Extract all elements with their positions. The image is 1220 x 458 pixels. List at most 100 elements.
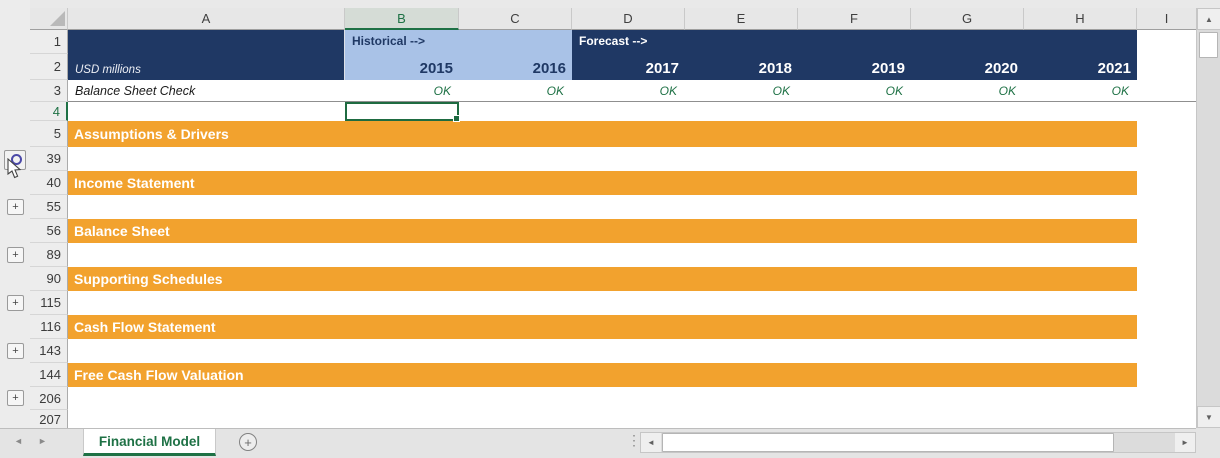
cell-I90[interactable] [1137,267,1196,291]
grid-row-55[interactable] [68,195,1196,219]
cell-year-2020[interactable]: 2020 [911,54,1024,80]
gutter-corner [0,8,30,30]
section-assumptions-drivers[interactable]: Assumptions & Drivers [68,121,1137,147]
cell-check-2021[interactable]: OK [1111,83,1129,98]
select-all-corner[interactable] [30,8,68,30]
cell-balance-check-label[interactable]: Balance Sheet Check [75,84,196,98]
grid-row-207[interactable] [68,410,1196,428]
row-header-116[interactable]: 116 [30,315,68,339]
row-header-56[interactable]: 56 [30,219,68,243]
scroll-down-button[interactable]: ▼ [1197,406,1220,428]
row-header-143[interactable]: 143 [30,339,68,363]
cell-check-2016[interactable]: OK [546,83,564,98]
cell-check-2017[interactable]: OK [659,83,677,98]
vertical-scrollbar[interactable]: ▲ ▼ [1196,8,1220,428]
cell-I2[interactable] [1137,54,1196,80]
cell-check-2018[interactable]: OK [772,83,790,98]
horizontal-scrollbar[interactable]: ◄ ► [640,432,1196,453]
expand-group-button-143[interactable]: + [7,343,24,359]
cell-units-label[interactable]: USD millions [68,54,345,80]
expand-group-button-89[interactable]: + [7,247,24,263]
row-header-206[interactable]: 206 [30,387,68,410]
cell-I1[interactable] [1137,30,1196,54]
column-header-H[interactable]: H [1024,8,1137,30]
tab-financial-model[interactable]: Financial Model [83,429,216,456]
row-header-1[interactable]: 1 [30,30,68,54]
cell-I40[interactable] [1137,171,1196,195]
row-header-207[interactable]: 207 [30,410,68,428]
grid-row-89[interactable] [68,243,1196,267]
column-header-C[interactable]: C [459,8,572,30]
expand-group-button-55[interactable]: + [7,199,24,215]
cell-check-2019[interactable]: OK [885,83,903,98]
section-balance-sheet[interactable]: Balance Sheet [68,219,1137,243]
grid-row-206[interactable] [68,387,1196,410]
section-income-statement[interactable]: Income Statement [68,171,1137,195]
column-header-A[interactable]: A [68,8,345,30]
grid-row-115[interactable] [68,291,1196,315]
grid-row-5: Assumptions & Drivers [68,121,1196,147]
cell-year-2018[interactable]: 2018 [685,54,798,80]
section-supporting-schedules[interactable]: Supporting Schedules [68,267,1137,291]
worksheet-grid: Historical --> Forecast --> USD millions… [68,30,1196,428]
column-header-D[interactable]: D [572,8,685,30]
cell-forecast-label[interactable]: Forecast --> [572,30,1137,54]
vertical-scrollbar-thumb[interactable] [1199,32,1218,58]
row-header-55[interactable]: 55 [30,195,68,219]
row-header-115[interactable]: 115 [30,291,68,315]
grid-row-116: Cash Flow Statement [68,315,1196,339]
row-header-column: 1 2 3 4 5 39 40 55 56 89 90 115 116 143 … [30,30,68,428]
select-all-icon [50,11,65,26]
row-header-2[interactable]: 2 [30,54,68,80]
cell-check-2020[interactable]: OK [998,83,1016,98]
section-cash-flow-statement[interactable]: Cash Flow Statement [68,315,1137,339]
click-indicator-icon [11,154,22,165]
grid-row-143[interactable] [68,339,1196,363]
cell-year-2015[interactable]: 2015 [345,54,459,80]
cell-I5[interactable] [1137,121,1196,147]
cell-year-2019[interactable]: 2019 [798,54,911,80]
cell-check-2015[interactable]: OK [433,83,451,98]
expand-group-button-115[interactable]: + [7,295,24,311]
cell-I116[interactable] [1137,315,1196,339]
add-sheet-button[interactable]: + [239,433,257,451]
cell-historical-label[interactable]: Historical --> [345,30,572,54]
cell-year-2016[interactable]: 2016 [459,54,572,80]
cell-A1[interactable] [68,30,345,54]
horizontal-scrollbar-thumb[interactable] [662,433,1114,452]
row-header-90[interactable]: 90 [30,267,68,291]
grid-row-2: USD millions 2015 2016 2017 2018 2019 20… [68,54,1196,80]
row-header-39[interactable]: 39 [30,147,68,171]
scroll-left-button[interactable]: ◄ [641,433,661,452]
column-header-G[interactable]: G [911,8,1024,30]
expand-group-button-206[interactable]: + [7,390,24,406]
row-header-4[interactable]: 4 [30,102,68,121]
row-header-5[interactable]: 5 [30,121,68,147]
row-header-144[interactable]: 144 [30,363,68,387]
row-header-89[interactable]: 89 [30,243,68,267]
active-cell-B4[interactable] [345,102,460,122]
row-header-3[interactable]: 3 [30,80,68,102]
sheet-nav-right-icon[interactable]: ► [38,436,47,446]
scroll-right-button[interactable]: ► [1175,433,1195,452]
cell-I144[interactable] [1137,363,1196,387]
fill-handle[interactable] [453,115,460,122]
section-free-cash-flow-valuation[interactable]: Free Cash Flow Valuation [68,363,1137,387]
column-header-I[interactable]: I [1137,8,1196,30]
scroll-up-button[interactable]: ▲ [1197,8,1220,30]
cell-year-2021[interactable]: 2021 [1024,54,1137,80]
sheet-tab-bar: ◄ ► Financial Model + ⋮ ◄ ► [0,428,1220,458]
column-header-E[interactable]: E [685,8,798,30]
cell-I3[interactable] [1137,80,1196,101]
row-header-40[interactable]: 40 [30,171,68,195]
grid-row-39[interactable] [68,147,1196,171]
sheet-nav-left-icon[interactable]: ◄ [14,436,23,446]
cell-I56[interactable] [1137,219,1196,243]
tab-splitter-icon[interactable]: ⋮ [627,432,641,448]
cell-year-2017[interactable]: 2017 [572,54,685,80]
grid-row-144: Free Cash Flow Valuation [68,363,1196,387]
column-header-B[interactable]: B [345,8,459,30]
grid-row-56: Balance Sheet [68,219,1196,243]
column-header-F[interactable]: F [798,8,911,30]
